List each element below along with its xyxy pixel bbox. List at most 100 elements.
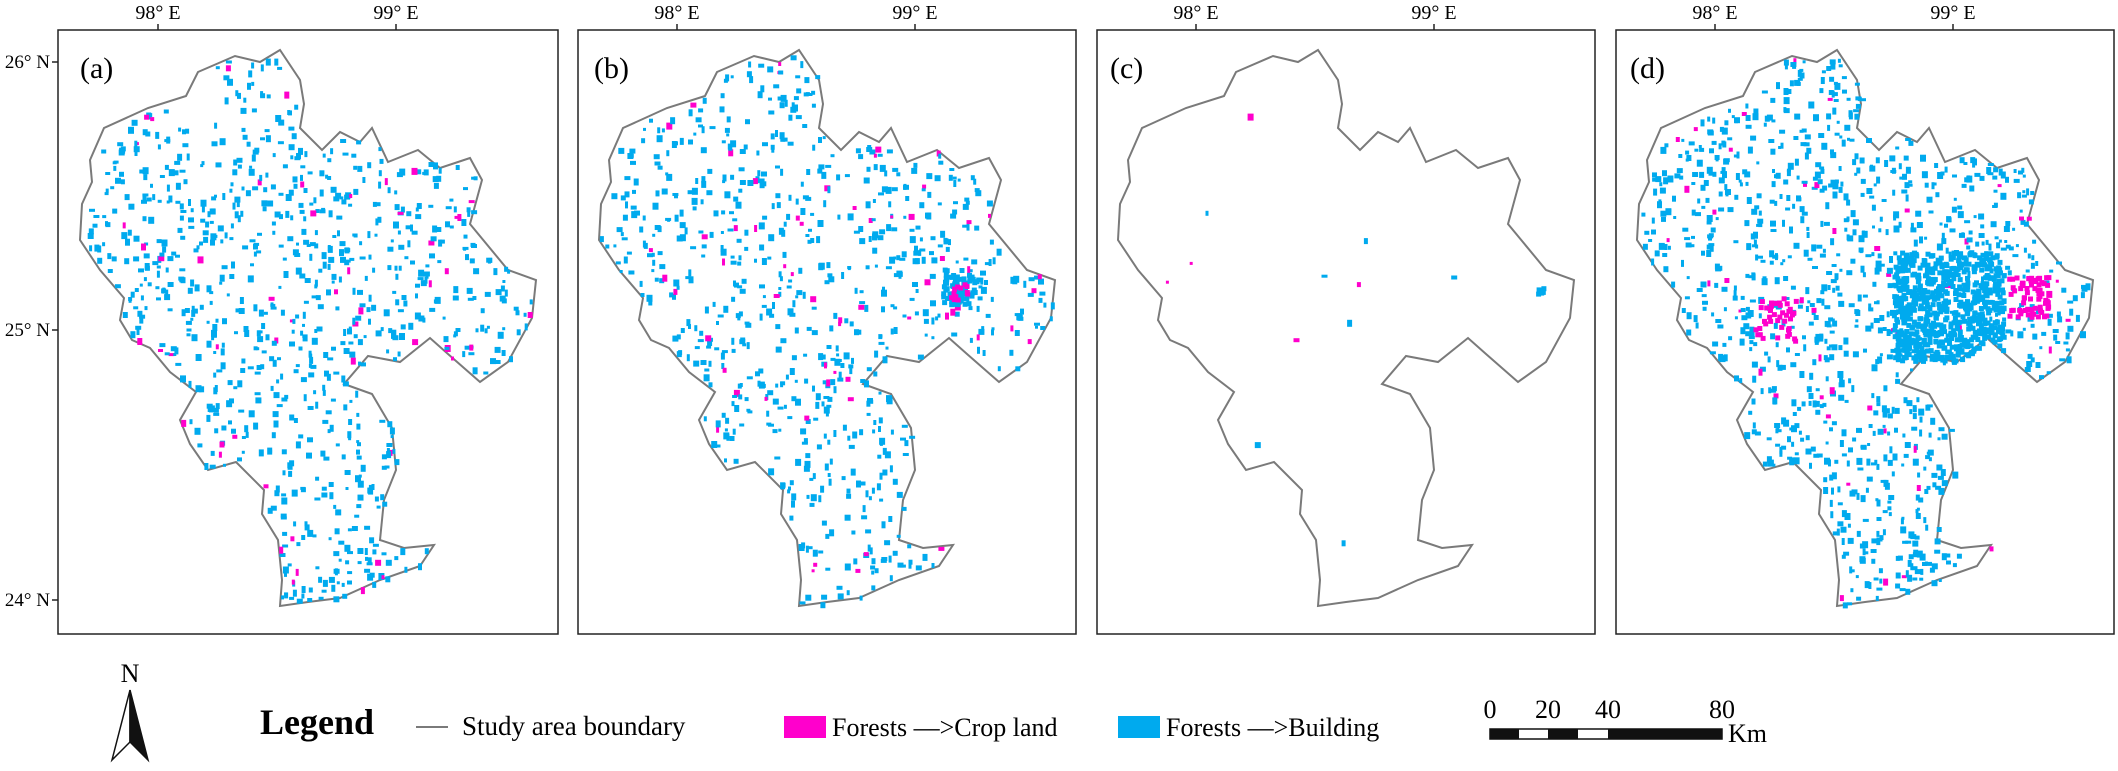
change-pixel xyxy=(1901,316,1907,322)
change-pixel xyxy=(854,287,858,294)
change-pixel xyxy=(165,267,169,273)
change-pixel xyxy=(1915,509,1919,514)
change-pixel xyxy=(1982,262,1988,268)
change-pixel xyxy=(1951,206,1957,213)
change-pixel xyxy=(1860,192,1865,197)
change-pixel xyxy=(284,91,290,99)
change-pixel xyxy=(1901,189,1908,194)
change-pixel xyxy=(392,290,397,294)
change-pixel xyxy=(1841,139,1846,147)
change-pixel xyxy=(289,319,293,323)
change-pixel xyxy=(1928,266,1934,272)
scale-tick-80: 80 xyxy=(1709,695,1735,724)
change-pixel xyxy=(844,563,851,571)
change-pixel xyxy=(686,319,691,327)
change-pixel xyxy=(314,284,318,289)
change-pixel xyxy=(1763,321,1769,327)
change-pixel xyxy=(1822,402,1827,407)
change-pixel xyxy=(1688,141,1695,146)
change-pixel xyxy=(721,412,726,418)
change-pixel xyxy=(864,304,869,312)
change-pixel xyxy=(1807,300,1811,304)
change-pixel xyxy=(120,146,126,152)
change-pixel xyxy=(1783,59,1789,66)
change-pixel xyxy=(952,286,958,292)
change-pixel xyxy=(1938,487,1945,495)
change-pixel xyxy=(924,333,928,337)
change-pixel xyxy=(836,353,840,357)
change-pixel xyxy=(949,168,955,171)
change-pixel xyxy=(1775,443,1781,447)
change-pixel xyxy=(157,199,162,203)
change-pixel xyxy=(399,168,406,176)
change-pixel xyxy=(687,190,693,195)
change-pixel xyxy=(1711,140,1717,145)
change-pixel xyxy=(213,351,217,354)
scale-tick-40: 40 xyxy=(1595,695,1621,724)
change-pixel xyxy=(951,301,957,307)
change-pixel xyxy=(1887,330,1893,335)
change-pixel xyxy=(1886,354,1893,360)
change-pixel xyxy=(159,343,166,348)
change-pixel xyxy=(143,174,148,181)
change-pixel xyxy=(1901,575,1907,579)
change-pixel xyxy=(303,394,307,402)
change-pixel xyxy=(1943,277,1949,283)
change-pixel xyxy=(2005,176,2009,183)
change-pixel xyxy=(788,194,792,201)
change-pixel xyxy=(866,412,871,416)
change-pixel xyxy=(353,188,359,195)
change-pixel xyxy=(1805,448,1812,455)
change-pixel xyxy=(296,542,301,547)
change-pixel xyxy=(249,165,253,169)
change-pixel xyxy=(1901,276,1907,282)
change-pixel xyxy=(745,322,752,328)
change-pixel xyxy=(1739,182,1743,187)
change-pixel xyxy=(471,210,478,215)
change-pixel xyxy=(122,312,128,318)
change-pixel xyxy=(639,280,643,287)
change-pixel xyxy=(926,212,932,220)
change-pixel xyxy=(182,129,186,135)
change-pixel xyxy=(329,492,334,500)
change-pixel xyxy=(1951,276,1957,282)
change-pixel xyxy=(1787,162,1794,170)
change-pixel xyxy=(1922,288,1928,294)
change-pixel xyxy=(287,462,292,469)
change-pixel xyxy=(1997,184,2002,188)
change-pixel xyxy=(1767,314,1773,320)
change-pixel xyxy=(746,71,752,78)
change-pixel xyxy=(364,568,371,573)
change-pixel xyxy=(1964,238,1969,245)
change-pixel xyxy=(1938,427,1945,432)
change-pixel xyxy=(666,150,670,157)
change-pixel xyxy=(1876,463,1880,470)
change-pixel xyxy=(1920,262,1926,268)
change-pixel xyxy=(124,258,130,265)
change-pixel xyxy=(443,336,449,343)
change-pixel xyxy=(1662,170,1667,177)
change-pixel xyxy=(787,416,793,420)
change-pixel xyxy=(1808,393,1814,399)
change-pixel xyxy=(1996,281,2002,287)
change-pixel xyxy=(889,465,893,473)
change-pixel xyxy=(225,60,232,64)
change-pixel xyxy=(775,193,781,199)
change-pixel xyxy=(1747,146,1753,154)
change-pixel xyxy=(1936,243,1943,251)
change-pixel xyxy=(1843,193,1849,201)
change-pixel xyxy=(1883,578,1889,586)
change-pixel xyxy=(1739,378,1743,384)
legend-boundary-label: Study area boundary xyxy=(462,711,686,741)
change-pixel xyxy=(1902,267,1908,273)
change-pixel xyxy=(1990,255,1996,261)
change-pixel xyxy=(1828,90,1834,95)
change-pixel xyxy=(747,410,753,414)
change-pixel xyxy=(279,553,286,557)
change-pixel xyxy=(1876,499,1881,507)
change-pixel xyxy=(723,78,728,83)
change-pixel xyxy=(2021,194,2027,198)
change-pixel xyxy=(1944,223,1948,228)
change-pixel xyxy=(1782,219,1785,227)
change-pixel xyxy=(1801,128,1807,133)
